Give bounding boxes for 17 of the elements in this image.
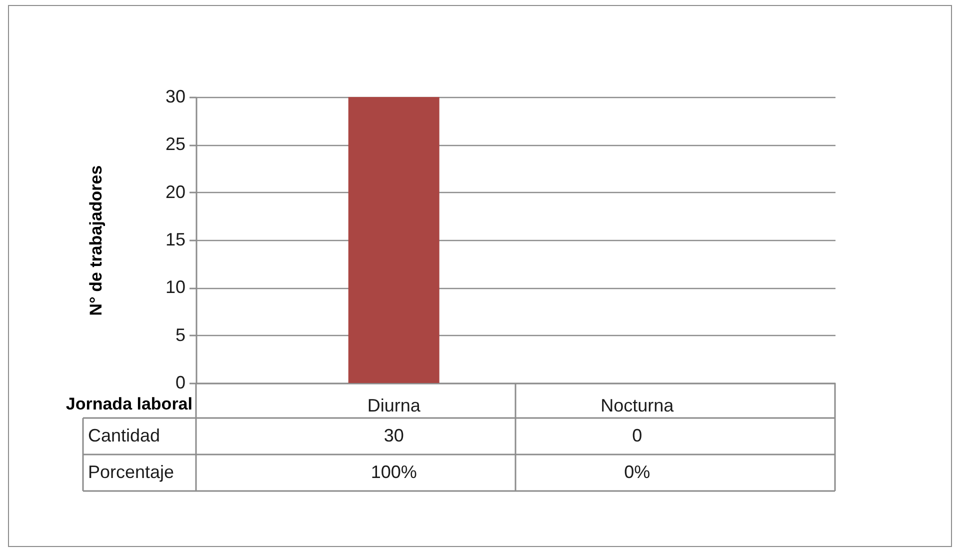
y-tick-label: 15 [165, 230, 186, 250]
text: Cantidad [88, 425, 160, 446]
data-label: 0 [632, 425, 642, 446]
y-axis-title: N° de trabajadores [86, 165, 106, 316]
y-tick-label: 30 [165, 86, 186, 106]
y-tick-label: 20 [165, 182, 186, 202]
text: 100% [370, 462, 417, 482]
x-tick-label: Nocturna [600, 396, 675, 416]
y-tick-label: 25 [165, 134, 186, 154]
x-axis-title: Jornada laboral [66, 394, 192, 414]
text: 0% [624, 462, 650, 482]
y-tick-label: 10 [165, 277, 186, 298]
data-label: 30 [384, 425, 404, 446]
x-tick-label: Diurna [367, 396, 422, 416]
text: Porcentaje [88, 462, 174, 482]
y-tick-label: 5 [175, 324, 186, 345]
y-tick-label: 0 [175, 372, 186, 392]
